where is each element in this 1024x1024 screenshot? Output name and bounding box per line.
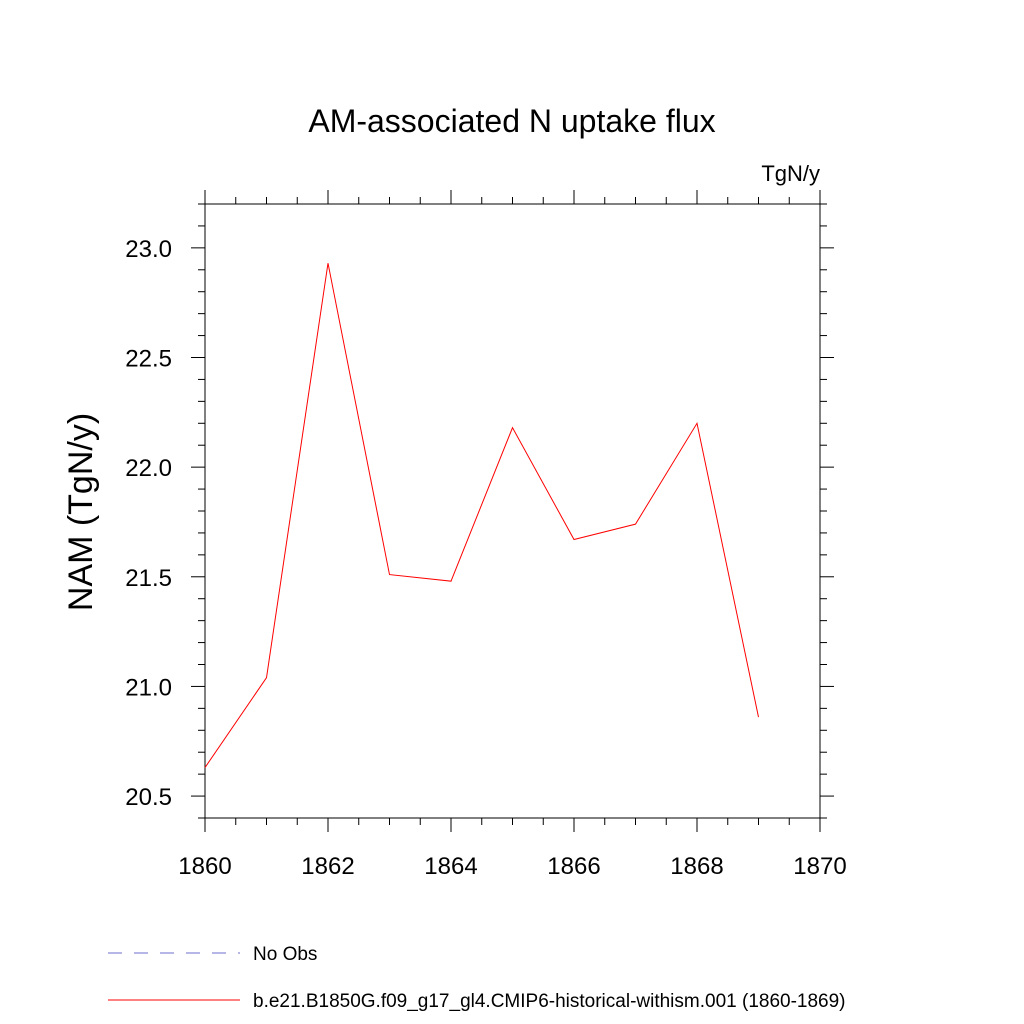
plot-frame (204, 203, 821, 819)
x-tick-label: 1866 (547, 853, 600, 880)
series-layer (204, 263, 759, 768)
axis-ticks (191, 190, 834, 832)
y-tick-label: 22.0 (125, 455, 172, 482)
x-tick-label: 1868 (670, 853, 723, 880)
legend: No Obs b.e21.B1850G.f09_g17_gl4.CMIP6-hi… (108, 944, 846, 1012)
units-label: TgN/y (761, 161, 820, 186)
x-tick-label: 1870 (793, 853, 846, 880)
series-line-0 (204, 263, 759, 768)
y-tick-label: 21.5 (125, 565, 172, 592)
tick-labels: 1860 1862 1864 1866 1868 1870 20.5 21.0 21.5 22.0… (125, 236, 846, 880)
y-tick-label: 20.5 (125, 784, 172, 811)
x-tick-label: 1864 (424, 853, 477, 880)
y-tick-label: 21.0 (125, 674, 172, 701)
legend-label-model-run: b.e21.B1850G.f09_g17_gl4.CMIP6-historica… (253, 991, 846, 1012)
y-axis-label: NAM (TgN/y) (62, 413, 100, 611)
x-tick-label: 1860 (178, 853, 231, 880)
x-tick-label: 1862 (301, 853, 354, 880)
y-tick-label: 22.5 (125, 346, 172, 373)
chart-title: AM-associated N uptake flux (308, 103, 715, 139)
legend-label-no-obs: No Obs (253, 944, 317, 965)
y-tick-label: 23.0 (125, 236, 172, 263)
